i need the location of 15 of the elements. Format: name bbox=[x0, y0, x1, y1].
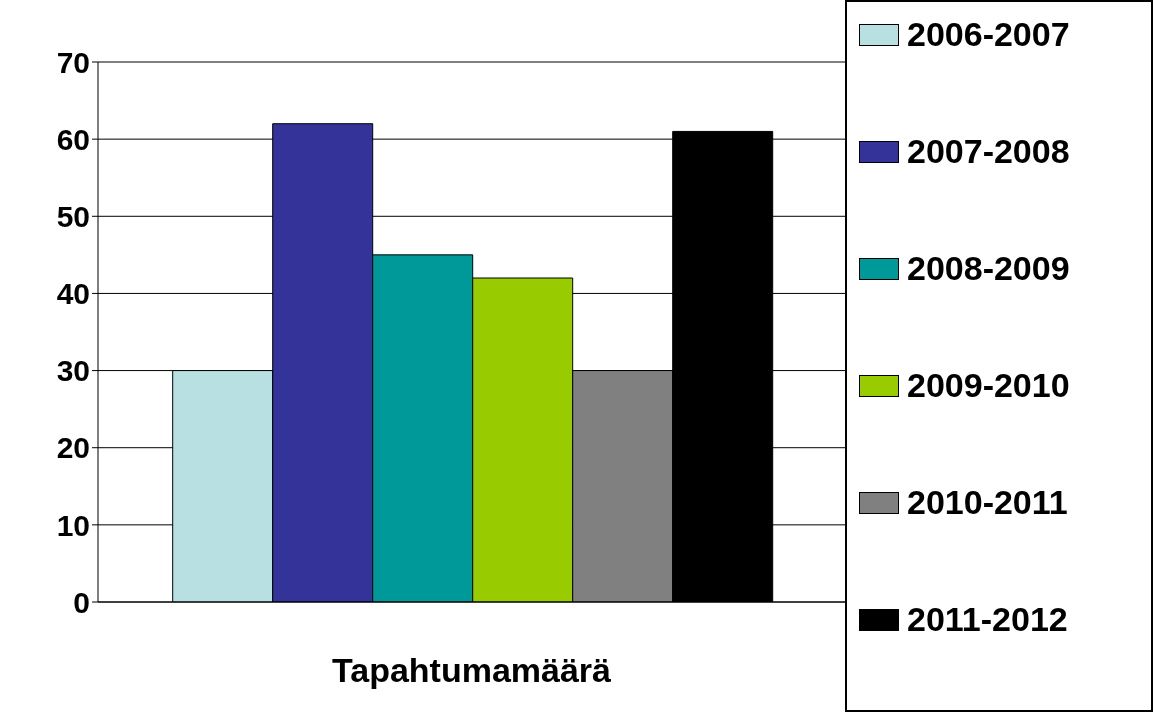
legend-label: 2009-2010 bbox=[907, 366, 1070, 405]
y-tick-label: 70 bbox=[56, 45, 90, 79]
y-tick-label: 50 bbox=[56, 199, 90, 233]
legend-label: 2010-2011 bbox=[907, 483, 1068, 522]
y-tick-label: 40 bbox=[56, 277, 90, 311]
legend-label: 2007-2008 bbox=[907, 132, 1070, 171]
y-tick-label: 10 bbox=[56, 508, 90, 542]
legend-label: 2008-2009 bbox=[907, 249, 1070, 288]
y-tick-label: 60 bbox=[56, 122, 90, 156]
y-tick-label: 20 bbox=[56, 431, 90, 465]
x-tick-label: Tapahtumamäärä bbox=[331, 651, 612, 690]
y-tick-label: 0 bbox=[73, 585, 90, 619]
legend-label: 2006-2007 bbox=[907, 15, 1070, 54]
y-tick-label: 30 bbox=[56, 354, 90, 388]
legend-label: 2011-2012 bbox=[907, 600, 1068, 639]
